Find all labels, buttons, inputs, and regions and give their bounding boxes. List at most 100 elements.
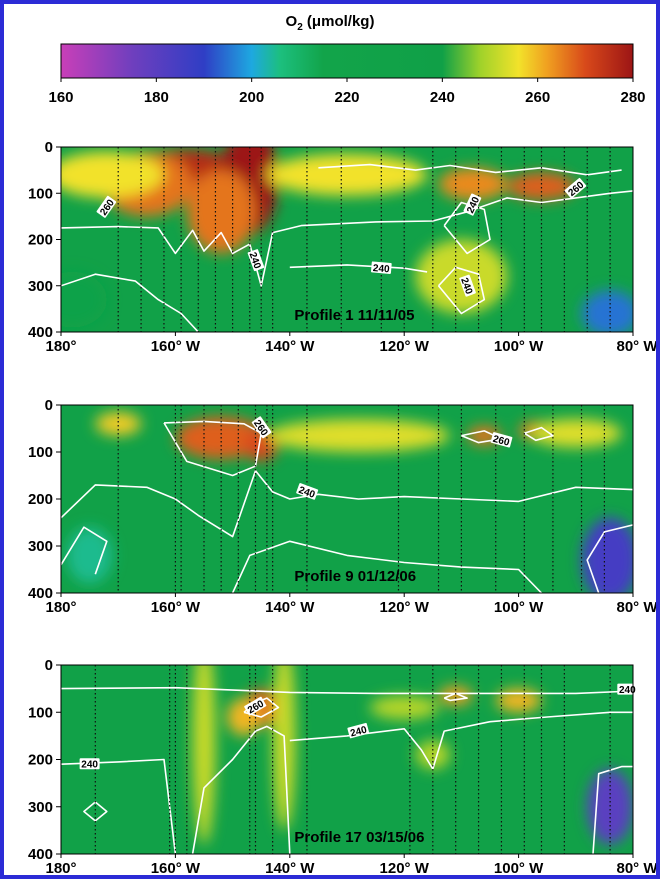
y-tick-label: 400 — [28, 846, 53, 863]
x-tick-label: 160° W — [151, 599, 201, 616]
profile-17-heatmap — [61, 665, 633, 854]
heatmap-cell — [495, 688, 542, 713]
heatmap-cell — [438, 686, 473, 706]
x-tick-label: 140° W — [265, 338, 315, 355]
contour-line — [61, 273, 199, 332]
heatmap-cell — [192, 665, 216, 845]
profile-9-title: Profile 9 01/12/06 — [294, 568, 416, 585]
profile-1-y-ticks: 0 100 200 300 400 — [28, 139, 61, 341]
contour-label: 260 — [490, 432, 513, 449]
y-tick-label: 300 — [28, 799, 53, 816]
svg-text:240: 240 — [372, 263, 390, 275]
svg-text:240: 240 — [619, 685, 636, 696]
profile-1-heatmap — [61, 147, 633, 332]
x-tick-label: 180° — [45, 338, 76, 355]
heatmap-cell — [61, 271, 107, 328]
heatmap-cell — [186, 170, 256, 254]
oxygen-section-chart: O2 (μmol/kg) 160 180 200 220 240 260 280 260 24… — [28, 13, 656, 875]
x-tick-label: 120° W — [380, 860, 430, 875]
heatmap-cell — [266, 153, 428, 196]
profile-17-x-ticks: 180° 160° W 140° W 120° W 100° W 80° W — [45, 854, 656, 875]
x-tick-label: 160° W — [151, 860, 201, 875]
y-tick-label: 400 — [28, 585, 53, 602]
heatmap-cell — [369, 695, 439, 720]
x-tick-label: 100° W — [494, 860, 544, 875]
contour-line — [61, 526, 108, 575]
profile-9-x-ticks: 180° 160° W 140° W 120° W 100° W 80° W — [45, 593, 656, 616]
contour-line — [437, 266, 486, 315]
contour-line — [61, 686, 633, 695]
profile-1-contours — [61, 163, 633, 332]
colorbar: O2 (μmol/kg) 160 180 200 220 240 260 280 — [48, 13, 645, 106]
colorbar-tick-label: 260 — [525, 89, 550, 106]
colorbar-tick-label: 220 — [334, 89, 359, 106]
contour-line — [83, 801, 108, 822]
contour-line — [231, 540, 543, 593]
svg-text:260: 260 — [492, 434, 511, 449]
colorbar-ticks: 160 180 200 220 240 260 280 — [48, 78, 646, 106]
profile-17-title: Profile 17 03/15/06 — [294, 829, 424, 846]
colorbar-tick-label: 200 — [239, 89, 264, 106]
profile-17-contours — [61, 686, 633, 854]
contour-line — [523, 426, 554, 442]
colorbar-tick-label: 180 — [144, 89, 169, 106]
contour-line — [318, 163, 622, 176]
x-tick-label: 140° W — [265, 599, 315, 616]
y-tick-label: 100 — [28, 444, 53, 461]
x-tick-label: 100° W — [494, 338, 544, 355]
contour-line — [443, 692, 468, 702]
contour-line — [289, 711, 633, 770]
heatmap-cell — [266, 419, 450, 452]
profile-1-title: Profile 1 11/11/05 — [294, 307, 414, 324]
y-tick-label: 0 — [45, 139, 53, 156]
x-tick-label: 140° W — [265, 860, 315, 875]
colorbar-tick-label: 160 — [48, 89, 73, 106]
y-tick-label: 0 — [45, 657, 53, 674]
contour-label: 240 — [617, 683, 638, 696]
profile-9-y-ticks: 0 100 200 300 400 — [28, 397, 61, 602]
heatmap-cell — [581, 290, 633, 332]
profile-9-stations — [117, 405, 606, 593]
contour-label: 240 — [347, 722, 370, 740]
x-tick-label: 80° W — [616, 599, 656, 616]
y-tick-label: 200 — [28, 491, 53, 508]
x-tick-label: 160° W — [151, 338, 201, 355]
contour-line — [586, 524, 633, 593]
heatmap-cell — [66, 527, 113, 584]
contour-line — [163, 420, 262, 477]
heatmap-cell — [61, 151, 164, 198]
x-tick-label: 80° W — [616, 338, 656, 355]
heatmap-cell — [95, 412, 142, 436]
x-tick-label: 100° W — [494, 599, 544, 616]
y-tick-label: 100 — [28, 704, 53, 721]
y-tick-label: 300 — [28, 538, 53, 555]
profile-17-y-ticks: 0 100 200 300 400 — [28, 657, 61, 863]
contour-line — [191, 725, 291, 854]
contour-line — [61, 190, 633, 287]
x-tick-label: 120° W — [380, 599, 430, 616]
svg-text:240: 240 — [81, 760, 98, 771]
contour-label: 240 — [79, 758, 100, 771]
colorbar-tick-label: 280 — [620, 89, 645, 106]
x-tick-label: 180° — [45, 860, 76, 875]
heatmap-cell — [415, 740, 450, 769]
y-tick-label: 300 — [28, 278, 53, 295]
x-tick-label: 80° W — [616, 860, 656, 875]
contour-label: 240 — [370, 261, 392, 275]
colorbar-scale — [60, 43, 634, 79]
profile-1-stations — [117, 147, 611, 332]
colorbar-label: O2 (μmol/kg) — [286, 13, 375, 33]
heatmap-cell — [530, 419, 622, 448]
contour-line — [61, 470, 633, 538]
profile-9-heatmap — [61, 405, 633, 593]
colorbar-tick-label: 240 — [430, 89, 455, 106]
contour-line — [443, 201, 491, 255]
heatmap-cell — [587, 768, 633, 845]
x-tick-label: 120° W — [380, 338, 430, 355]
heatmap-cell — [415, 239, 508, 314]
